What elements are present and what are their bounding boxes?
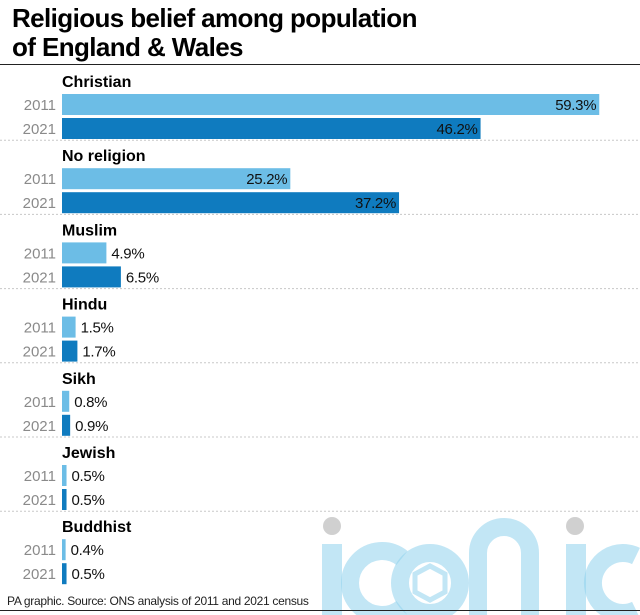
year-label-2011: 2011 [24, 394, 56, 411]
bar-sikh-2021 [62, 414, 71, 436]
year-label-2011: 2011 [24, 171, 56, 188]
value-label-no-religion-2021: 37.2% [355, 195, 396, 212]
chart-title-line-1: Religious belief among population [12, 3, 417, 33]
value-label-christian-2011: 59.3% [555, 97, 596, 114]
value-label-no-religion-2011: 25.2% [246, 171, 287, 188]
category-label-sikh: Sikh [62, 371, 96, 388]
title-divider [0, 64, 640, 65]
category-label-buddhist: Buddhist [62, 519, 132, 536]
bar-buddhist-2011 [62, 539, 66, 561]
category-label-jewish: Jewish [62, 445, 115, 462]
category-label-no-religion: No religion [62, 148, 146, 165]
bar-sikh-2011 [62, 390, 70, 412]
bar-muslim-2021 [62, 266, 121, 288]
value-label-hindu-2011: 1.5% [81, 320, 114, 337]
year-label-2021: 2021 [23, 492, 56, 509]
category-label-muslim: Muslim [62, 222, 117, 239]
bar-christian-2021 [62, 118, 481, 139]
year-label-2021: 2021 [23, 195, 56, 212]
chart-title: Religious belief among population of Eng… [12, 4, 632, 62]
bar-buddhist-2021 [62, 563, 67, 585]
value-label-jewish-2011: 0.5% [72, 468, 105, 485]
bar-no-religion-2011 [62, 168, 291, 190]
year-label-2021: 2021 [23, 121, 56, 138]
footer-divider [0, 610, 640, 611]
bar-jewish-2021 [62, 489, 67, 510]
bar-no-religion-2021 [62, 192, 400, 214]
year-label-2021: 2021 [23, 344, 56, 361]
year-label-2011: 2011 [24, 97, 56, 114]
value-label-buddhist-2021: 0.5% [72, 566, 105, 583]
value-label-jewish-2021: 0.5% [72, 492, 105, 509]
value-label-buddhist-2011: 0.4% [71, 542, 104, 559]
bar-muslim-2011 [62, 242, 107, 264]
value-label-christian-2021: 46.2% [437, 121, 478, 138]
source-note: PA graphic. Source: ONS analysis of 2011… [7, 594, 309, 608]
bar-christian-2011 [62, 94, 600, 115]
year-label-2011: 2011 [24, 468, 56, 485]
category-label-christian: Christian [62, 74, 131, 91]
year-label-2011: 2011 [24, 320, 56, 337]
year-label-2021: 2021 [23, 566, 56, 583]
year-label-2021: 2021 [23, 418, 56, 435]
value-label-muslim-2021: 6.5% [126, 269, 159, 286]
value-label-hindu-2021: 1.7% [82, 344, 115, 361]
bar-hindu-2011 [62, 316, 76, 338]
year-label-2021: 2021 [23, 269, 56, 286]
year-label-2011: 2011 [24, 245, 56, 262]
value-label-sikh-2011: 0.8% [74, 394, 107, 411]
value-label-sikh-2021: 0.9% [75, 418, 108, 435]
value-label-muslim-2011: 4.9% [111, 245, 144, 262]
category-label-hindu: Hindu [62, 297, 107, 314]
year-label-2011: 2011 [24, 542, 56, 559]
bar-hindu-2021 [62, 340, 78, 362]
chart-title-line-2: of England & Wales [12, 32, 244, 62]
bar-jewish-2011 [62, 465, 67, 486]
